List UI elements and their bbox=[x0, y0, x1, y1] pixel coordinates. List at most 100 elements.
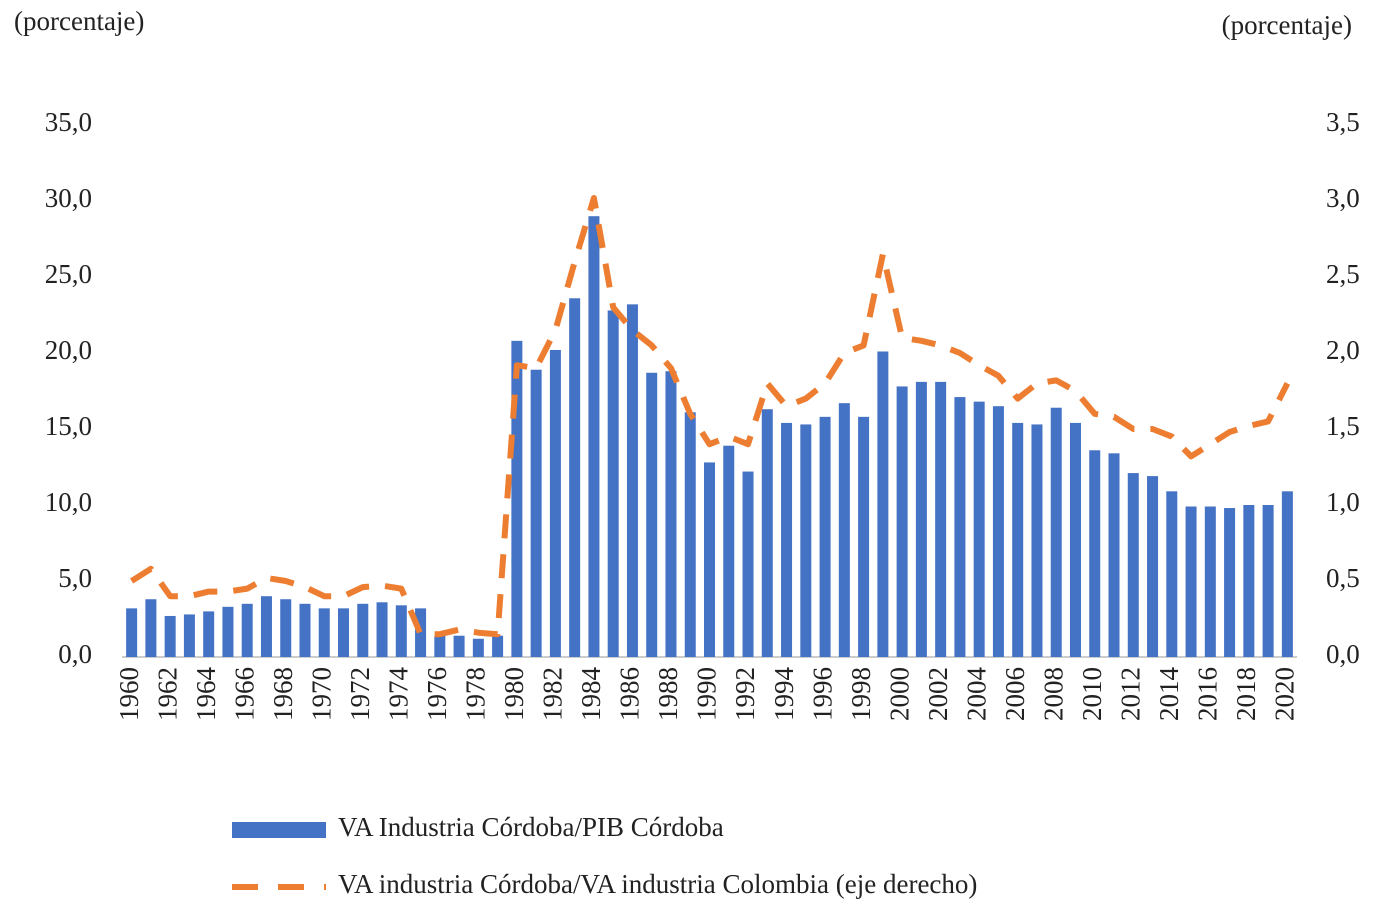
x-tick-label: 2000 bbox=[884, 667, 914, 721]
x-tick-label: 1996 bbox=[807, 667, 837, 721]
x-tick-label: 1960 bbox=[114, 667, 144, 721]
x-tick-label: 1992 bbox=[730, 667, 760, 721]
bar bbox=[318, 608, 330, 657]
x-tick-label: 1984 bbox=[576, 667, 606, 722]
y-tick-label: 35,0 bbox=[45, 107, 92, 137]
bar bbox=[1031, 424, 1043, 657]
bar bbox=[973, 401, 985, 657]
bar bbox=[607, 310, 619, 657]
bar bbox=[453, 635, 465, 657]
bar bbox=[626, 304, 638, 657]
bar bbox=[145, 599, 157, 657]
x-tick-label: 2008 bbox=[1038, 667, 1068, 721]
bar bbox=[530, 369, 542, 657]
bar bbox=[299, 603, 311, 657]
y-tick-label: 25,0 bbox=[45, 259, 92, 289]
bar bbox=[992, 406, 1004, 657]
bar bbox=[838, 403, 850, 657]
x-tick-label: 2014 bbox=[1154, 667, 1184, 722]
x-tick-label: 1970 bbox=[306, 667, 336, 721]
x-tick-label: 1980 bbox=[499, 667, 529, 721]
bar bbox=[415, 608, 427, 657]
x-tick-label: 2006 bbox=[1000, 667, 1030, 721]
bar bbox=[1281, 491, 1293, 657]
bar bbox=[357, 603, 369, 657]
y2-tick-label: 3,0 bbox=[1326, 183, 1360, 213]
y2-tick-label: 1,0 bbox=[1326, 487, 1360, 517]
bar bbox=[280, 599, 292, 657]
bar bbox=[492, 635, 504, 657]
bar bbox=[395, 605, 407, 657]
bar bbox=[569, 298, 581, 657]
bar bbox=[260, 596, 272, 657]
bar bbox=[684, 412, 696, 657]
y2-tick-label: 3,5 bbox=[1326, 107, 1360, 137]
x-tick-label: 1986 bbox=[615, 667, 645, 721]
x-tick-label: 1966 bbox=[229, 667, 259, 721]
bar bbox=[183, 614, 195, 657]
bar bbox=[704, 462, 715, 657]
x-tick-label: 1978 bbox=[461, 667, 491, 721]
bar bbox=[126, 608, 138, 657]
x-tick-label: 1998 bbox=[846, 667, 876, 721]
bar bbox=[434, 635, 446, 657]
bar bbox=[858, 416, 870, 657]
bar bbox=[511, 340, 523, 657]
bar bbox=[665, 371, 677, 657]
bar bbox=[742, 471, 754, 657]
y-tick-label: 0,0 bbox=[58, 639, 92, 669]
bar bbox=[222, 606, 234, 657]
legend-label: VA industria Córdoba/VA industria Colomb… bbox=[338, 869, 977, 899]
bar bbox=[896, 386, 908, 657]
bar bbox=[935, 381, 947, 657]
x-tick-label: 2016 bbox=[1193, 667, 1223, 721]
bar bbox=[472, 638, 484, 657]
bar bbox=[1243, 505, 1255, 657]
bar bbox=[1089, 450, 1101, 657]
legend-label: VA Industria Córdoba/PIB Córdoba bbox=[338, 812, 724, 842]
bar bbox=[781, 422, 793, 657]
line-series bbox=[129, 195, 1291, 638]
x-tick-label: 1994 bbox=[769, 667, 799, 722]
bar bbox=[1127, 473, 1139, 657]
bar bbox=[1108, 453, 1120, 657]
x-tick-label: 2012 bbox=[1115, 667, 1145, 721]
bar bbox=[338, 608, 350, 657]
bar bbox=[877, 351, 889, 657]
y-tick-label: 30,0 bbox=[45, 183, 92, 213]
y-axis-label: (porcentaje) bbox=[14, 6, 144, 36]
y-tick-label: 5,0 bbox=[58, 563, 92, 593]
x-tick-label: 2020 bbox=[1270, 667, 1300, 721]
bar bbox=[1069, 422, 1081, 657]
y-tick-label: 20,0 bbox=[45, 335, 92, 365]
bar bbox=[646, 372, 658, 657]
x-tick-label: 2018 bbox=[1231, 667, 1261, 721]
bar bbox=[1012, 422, 1024, 657]
x-tick-label: 1976 bbox=[422, 667, 452, 721]
y-tick-label: 15,0 bbox=[45, 411, 92, 441]
bar bbox=[761, 409, 773, 657]
legend-swatch bbox=[232, 822, 326, 838]
x-tick-label: 2004 bbox=[961, 667, 991, 722]
bar bbox=[588, 216, 600, 657]
bar bbox=[376, 602, 388, 657]
bar bbox=[819, 416, 831, 657]
x-tick-label: 1964 bbox=[191, 667, 221, 722]
bar bbox=[549, 349, 561, 657]
x-tick-label: 1968 bbox=[268, 667, 298, 721]
x-tick-label: 1988 bbox=[653, 667, 683, 721]
bar bbox=[1204, 506, 1216, 657]
bar bbox=[723, 445, 735, 657]
x-tick-label: 2002 bbox=[923, 667, 953, 721]
y-tick-label: 10,0 bbox=[45, 487, 92, 517]
y2-tick-label: 0,0 bbox=[1326, 639, 1360, 669]
bar bbox=[1166, 491, 1178, 657]
bar bbox=[1224, 508, 1236, 657]
bar bbox=[800, 424, 812, 657]
x-tick-label: 2010 bbox=[1077, 667, 1107, 721]
bar bbox=[954, 397, 966, 657]
y2-tick-label: 1,5 bbox=[1326, 411, 1360, 441]
bar bbox=[915, 381, 927, 657]
y2-axis-label: (porcentaje) bbox=[1222, 10, 1352, 40]
bar bbox=[1185, 506, 1197, 657]
